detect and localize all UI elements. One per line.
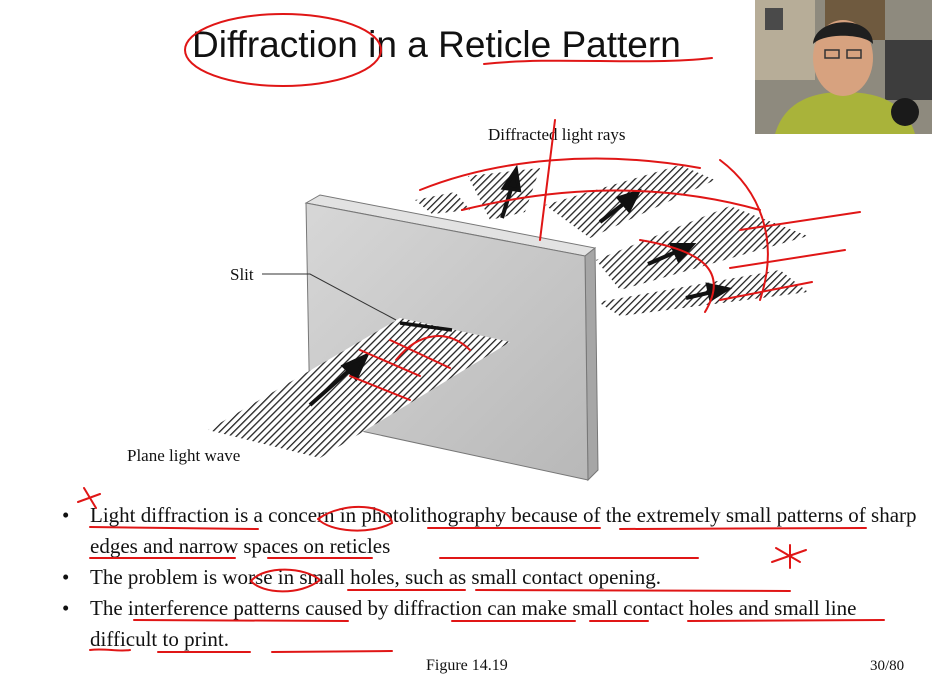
presenter-webcam <box>755 0 932 134</box>
bullet-list: Light diffraction is a concern in photol… <box>60 500 920 655</box>
figure-caption: Figure 14.19 <box>426 657 508 674</box>
plane-light-wave-label: Plane light wave <box>127 446 241 465</box>
bullet-item: The interference patterns caused by diff… <box>60 593 920 655</box>
page-number: 30/80 <box>870 658 905 674</box>
slit-leader-line <box>262 273 397 321</box>
bullet-item: Light diffraction is a concern in photol… <box>60 500 920 562</box>
slit-label: Slit <box>230 265 254 284</box>
bullet-item: The problem is worse in small holes, suc… <box>60 562 920 593</box>
slit-opening <box>399 321 453 332</box>
webcam-presenter-thumbnail <box>755 0 932 134</box>
diffracted-light-rays-label: Diffracted light rays <box>488 125 626 144</box>
